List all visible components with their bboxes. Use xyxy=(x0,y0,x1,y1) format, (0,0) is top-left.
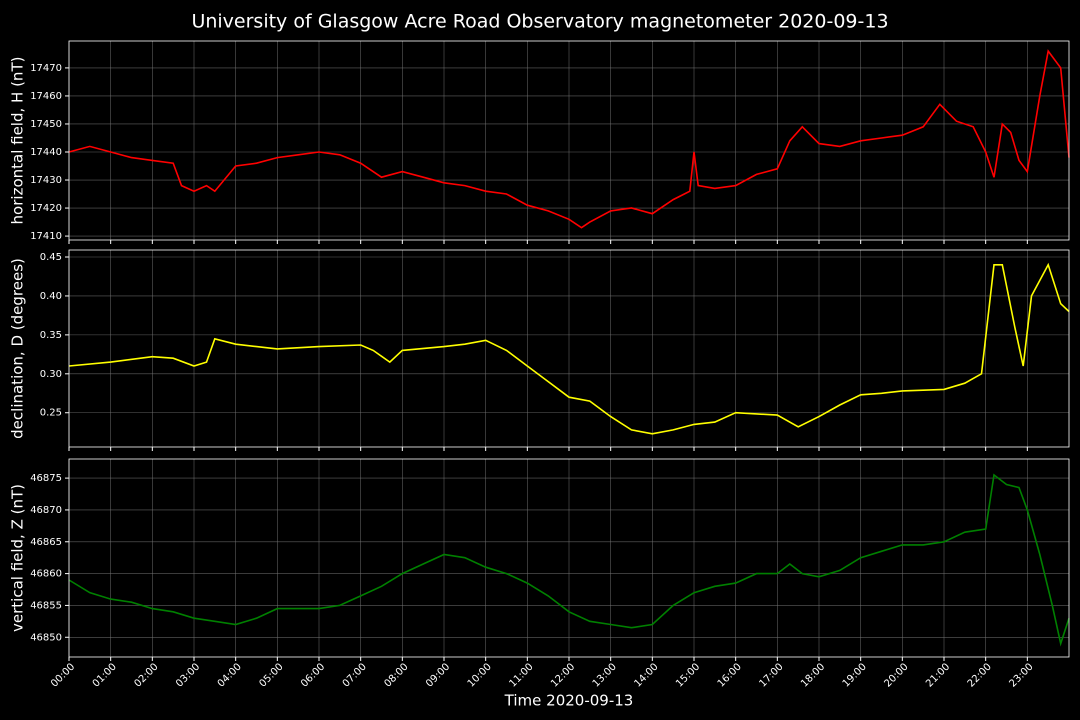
x-tick-label: 09:00 xyxy=(424,661,452,689)
y-tick-label: 17440 xyxy=(30,147,62,158)
x-tick-label: 20:00 xyxy=(882,661,910,689)
y-tick-label: 17470 xyxy=(30,63,62,74)
x-tick-label: 08:00 xyxy=(382,661,410,689)
x-tick-label: 19:00 xyxy=(841,661,869,689)
x-tick-label: 13:00 xyxy=(591,661,619,689)
axes-frame xyxy=(68,249,1070,448)
data-line xyxy=(68,262,1070,435)
x-tick-label: 14:00 xyxy=(632,661,660,689)
x-tick-label: 17:00 xyxy=(757,661,785,689)
x-tick-label: 21:00 xyxy=(924,661,952,689)
y-tick-label: 17420 xyxy=(30,203,62,214)
x-tick-label: 18:00 xyxy=(799,661,827,689)
y-tick-label: 0.40 xyxy=(40,291,62,302)
x-tick-label: 15:00 xyxy=(674,661,702,689)
y-axis-label: vertical field, Z (nT) xyxy=(9,484,27,632)
x-tick-label: 06:00 xyxy=(299,661,327,689)
y-tick-label: 46855 xyxy=(30,600,62,611)
x-tick-label: 10:00 xyxy=(466,661,494,689)
y-tick-label: 17450 xyxy=(30,119,62,130)
y-tick-label: 17410 xyxy=(30,231,62,242)
x-tick-label: 03:00 xyxy=(174,661,202,689)
axes-frame xyxy=(68,458,1070,658)
x-tick-label: 23:00 xyxy=(1007,661,1035,689)
chart-title: University of Glasgow Acre Road Observat… xyxy=(191,11,888,33)
x-tick-label: 00:00 xyxy=(49,661,77,689)
y-tick-label: 0.25 xyxy=(40,408,62,419)
y-tick-label: 17430 xyxy=(30,175,62,186)
x-tick-label: 07:00 xyxy=(341,661,369,689)
data-line xyxy=(68,473,1070,647)
axes-frame xyxy=(68,40,1070,241)
y-tick-label: 46870 xyxy=(30,505,62,516)
x-tick-label: 01:00 xyxy=(91,661,119,689)
x-axis-label: Time 2020-09-13 xyxy=(504,692,634,710)
x-tick-label: 11:00 xyxy=(507,661,535,689)
x-tick-label: 12:00 xyxy=(549,661,577,689)
y-tick-label: 17460 xyxy=(30,91,62,102)
y-tick-label: 46850 xyxy=(30,632,62,643)
y-tick-label: 46860 xyxy=(30,569,62,580)
y-tick-label: 0.35 xyxy=(40,330,62,341)
y-tick-label: 46875 xyxy=(30,473,62,484)
y-axis-label: horizontal field, H (nT) xyxy=(9,57,27,225)
y-tick-label: 46865 xyxy=(30,537,62,548)
x-tick-label: 05:00 xyxy=(257,661,285,689)
x-tick-label: 16:00 xyxy=(716,661,744,689)
y-axis-label: declination, D (degrees) xyxy=(9,258,27,439)
x-tick-label: 22:00 xyxy=(966,661,994,689)
x-tick-label: 04:00 xyxy=(216,661,244,689)
data-line xyxy=(68,49,1070,229)
y-tick-label: 0.45 xyxy=(40,252,62,263)
x-tick-label: 02:00 xyxy=(132,661,160,689)
y-tick-label: 0.30 xyxy=(40,369,62,380)
